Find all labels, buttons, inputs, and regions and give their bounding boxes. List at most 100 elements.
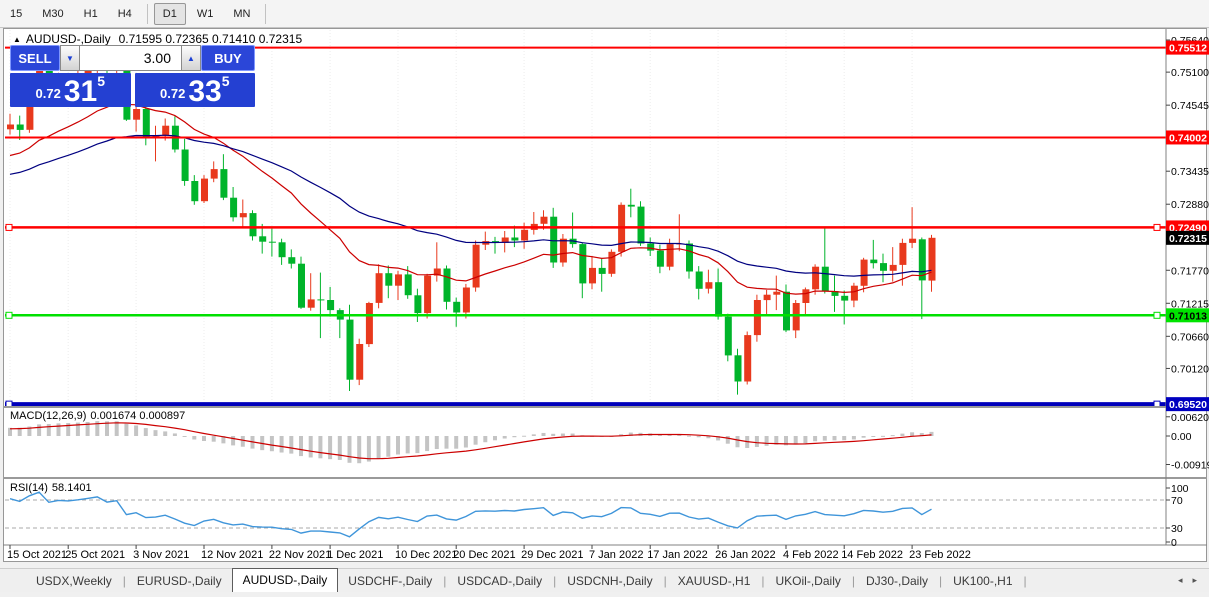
tabs-scroll-right-icon[interactable]: ▸ [1192, 575, 1197, 585]
bear-candle [327, 300, 335, 311]
collapse-panel-icon[interactable]: ▲ [13, 35, 21, 44]
macd-histogram-bar [434, 436, 439, 450]
bull-candle [201, 178, 208, 202]
macd-histogram-bar [522, 435, 527, 437]
tab-eurusd-daily[interactable]: EURUSD-,Daily [136, 574, 222, 588]
tab-ukoil-daily[interactable]: UKOil-,Daily [775, 574, 841, 588]
timeframe-button-d1[interactable]: D1 [153, 2, 186, 25]
hline-handle[interactable] [1153, 311, 1161, 319]
tab-xauusd-h1[interactable]: XAUUSD-,H1 [677, 574, 751, 588]
bear-candle [734, 355, 742, 382]
macd-histogram-bar [687, 435, 691, 437]
bear-candle [880, 263, 887, 271]
sell-price-prefix: 0.72 [35, 86, 61, 101]
tab-usdchf-daily[interactable]: USDCHF-,Daily [348, 574, 433, 588]
macd-histogram-bar [822, 436, 827, 441]
sell-price-display[interactable]: 0.72 31 5 [10, 73, 131, 107]
macd-histogram-bar [134, 425, 139, 436]
bull-candle [307, 299, 315, 308]
sell-button[interactable]: SELL [10, 45, 60, 71]
macd-histogram-bar [706, 436, 711, 439]
date-tick-label: 12 Nov 2021 [201, 549, 263, 561]
rsi-name: RSI(14) [10, 482, 48, 494]
bull-candle [84, 67, 92, 78]
macd-histogram-bar [85, 421, 90, 436]
price-badge-label: 0.72315 [1169, 233, 1207, 245]
macd-histogram-bar [357, 436, 362, 464]
price-tick-label: 0.72880 [1171, 199, 1209, 211]
macd-histogram-bar [764, 436, 769, 446]
bull-candle [763, 294, 771, 301]
bear-candle [724, 316, 732, 356]
macd-histogram-bar [754, 436, 759, 447]
macd-histogram-bar [279, 436, 284, 453]
tab-usdx-weekly[interactable]: USDX,Weekly [36, 574, 112, 588]
macd-histogram-bar [619, 434, 624, 436]
timeframe-button-h1[interactable]: H1 [83, 7, 98, 20]
volume-increase-button[interactable]: ▲ [181, 45, 201, 71]
date-tick-label: 1 Dec 2021 [327, 549, 383, 561]
tab-usdcad-daily[interactable]: USDCAD-,Daily [457, 574, 543, 588]
tab-separator: | [851, 574, 855, 588]
timeframe-button-mn[interactable]: MN [233, 7, 251, 20]
chevron-up-icon: ▲ [187, 53, 195, 63]
rsi-value: 58.1401 [51, 482, 92, 494]
tabs-scroll-left-icon[interactable]: ◂ [1177, 575, 1183, 585]
sell-price-big: 31 [63, 75, 98, 108]
timeframe-button-15[interactable]: 15 [10, 7, 23, 20]
bear-candle [142, 109, 150, 139]
volume-input[interactable]: 3.00 [80, 45, 181, 71]
rsi-scale-label: 100 [1171, 483, 1189, 495]
macd-histogram-bar [890, 435, 895, 437]
tab-uk100-h1[interactable]: UK100-,H1 [953, 574, 1013, 588]
macd-histogram-bar [396, 436, 400, 455]
macd-histogram-bar [570, 433, 575, 436]
bear-candle [16, 124, 24, 130]
tab-dj30-daily[interactable]: DJ30-,Daily [865, 574, 928, 588]
buy-price-display[interactable]: 0.72 33 5 [134, 73, 255, 107]
tab-separator: | [663, 574, 667, 588]
volume-decrease-button[interactable]: ▼ [60, 45, 80, 71]
bear-candle [821, 266, 829, 292]
price-badge-label: 0.69520 [1169, 399, 1207, 411]
macd-histogram-bar [657, 434, 662, 436]
bull-candle [365, 303, 373, 345]
macd-histogram-bar [366, 436, 371, 462]
tab-usdcnh-daily[interactable]: USDCNH-,Daily [567, 574, 653, 588]
macd-scale-label: 0.00 [1171, 431, 1192, 443]
macd-histogram-bar [386, 436, 391, 457]
timeframe-button-h4[interactable]: H4 [117, 7, 132, 20]
price-badge [1166, 308, 1209, 323]
timeframe-button-w1[interactable]: W1 [196, 7, 214, 20]
ohlc-values: 0.71595 0.72365 0.71410 0.72315 [118, 32, 303, 46]
tab-separator: | [939, 574, 943, 588]
bear-candle [841, 295, 849, 301]
macd-histogram-bar [221, 436, 226, 444]
buy-button[interactable]: BUY [201, 45, 255, 71]
price-badge [1166, 130, 1209, 145]
bull-candle [210, 169, 218, 179]
price-tick-label: 0.73435 [1171, 166, 1209, 178]
price-scale[interactable]: 0.756400.751000.745450.734350.728800.717… [1166, 35, 1209, 412]
bull-candle [773, 291, 781, 295]
macd-histogram-bar [192, 436, 197, 440]
bear-candle [627, 204, 635, 207]
tab-audusd-daily[interactable]: AUDUSD-,Daily [231, 568, 339, 592]
bull-candle [860, 259, 868, 286]
macd-name: MACD(12,26,9) [10, 410, 87, 422]
chart-header: ▲ AUDUSD-,Daily 0.71595 0.72365 0.71410 0.… [13, 32, 302, 46]
macd-histogram-bar [861, 436, 866, 438]
bull-candle [909, 238, 917, 243]
timeframe-button-m30[interactable]: M30 [42, 7, 64, 20]
grid-lines [9, 30, 913, 405]
macd-histogram-bar [803, 436, 808, 444]
bull-candle [705, 282, 713, 289]
bear-candle [783, 291, 790, 331]
hline-handle[interactable] [5, 223, 13, 231]
hline-handle[interactable] [1153, 223, 1161, 231]
bear-candle [414, 295, 422, 314]
hline-handle[interactable] [5, 311, 13, 319]
